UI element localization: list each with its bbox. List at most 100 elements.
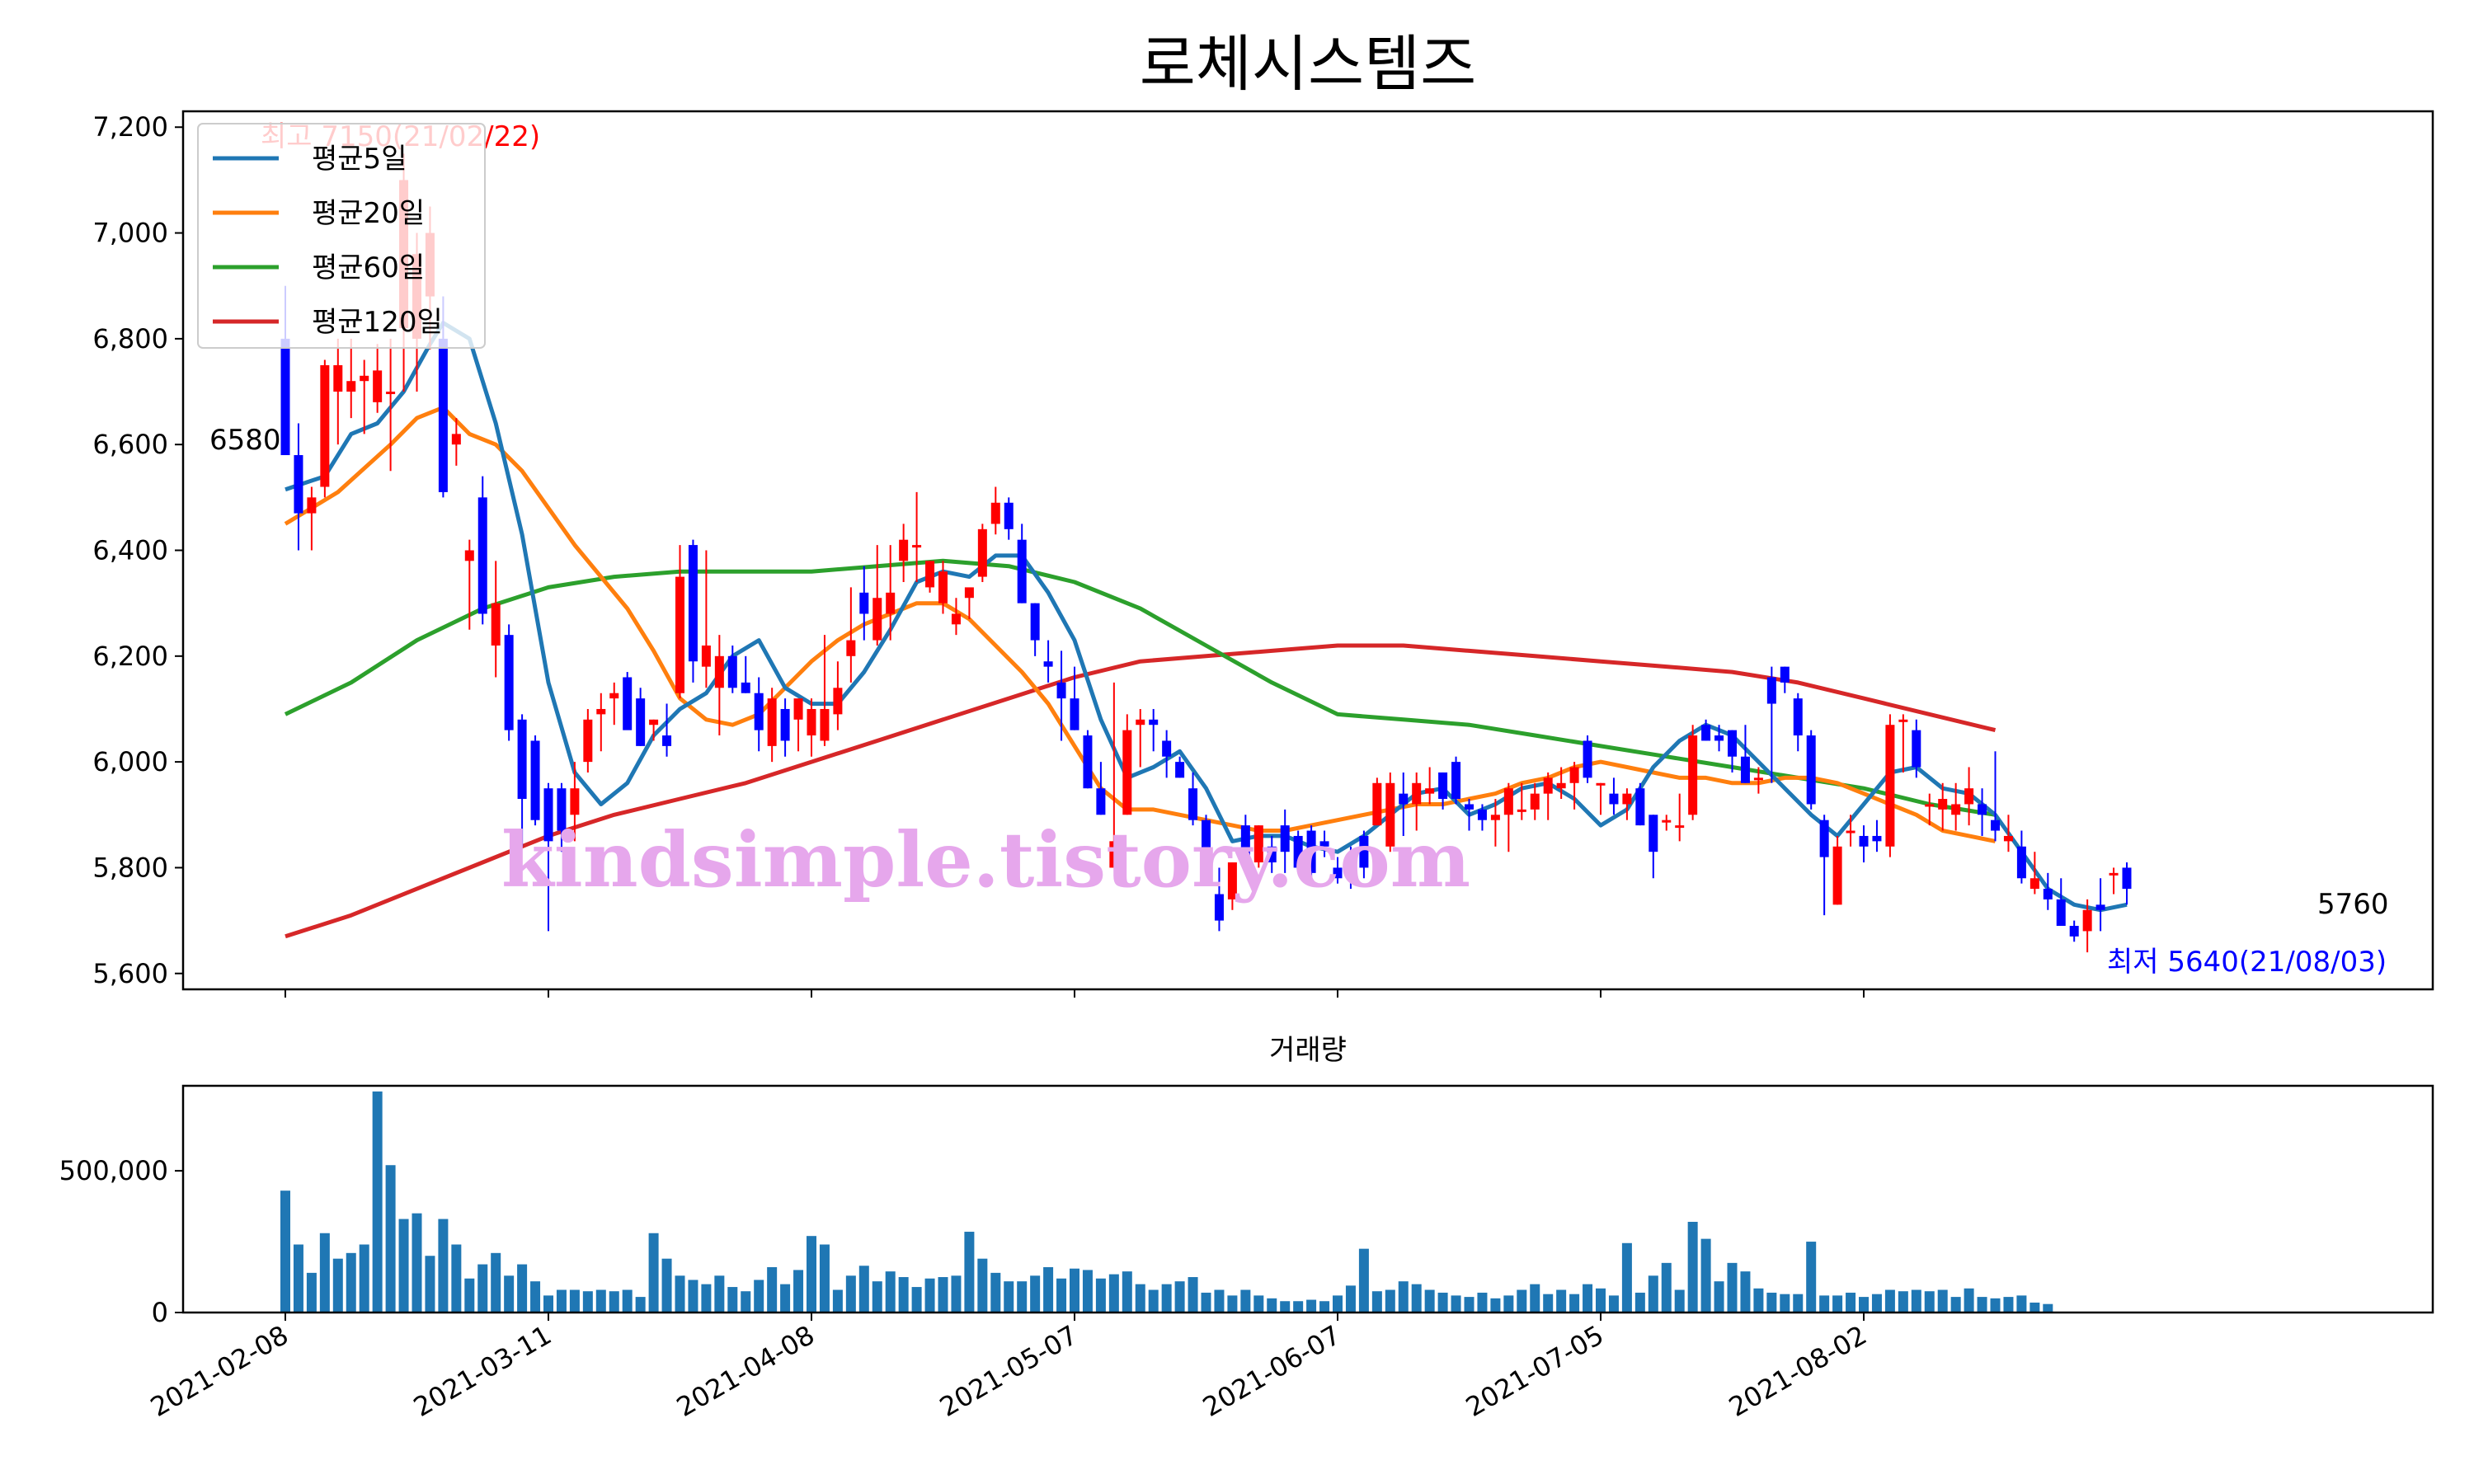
volume-bar <box>938 1277 948 1313</box>
price-panel: 5,600 5,800 6,000 6,200 6,400 6,600 6,800 7,000… <box>92 110 2434 998</box>
candle <box>1503 782 1513 852</box>
candlesticks <box>280 153 2132 953</box>
volume-bar <box>845 1275 856 1313</box>
volume-bar <box>1437 1292 1448 1313</box>
candle <box>386 338 396 472</box>
volume-bar <box>1043 1267 1054 1313</box>
candle-body <box>1569 767 1579 783</box>
candle <box>846 587 856 683</box>
volume-bar <box>1477 1292 1488 1313</box>
date-tick-label: 2021-05-07 <box>934 1319 1083 1423</box>
volume-y-tick-label: 500,000 <box>59 1155 168 1186</box>
candle-body <box>1859 835 1869 847</box>
candle-body <box>373 370 383 402</box>
candle-body <box>1477 809 1487 820</box>
candle-body <box>1306 830 1316 873</box>
volume-bar <box>1543 1294 1554 1313</box>
candle <box>977 524 987 582</box>
candle <box>1240 815 1250 873</box>
volume-panel: 거래량 0 500,000 2021-02-08 2021-03-11 2021-04… <box>59 1034 2434 1423</box>
low-annotation: 최저 5640(21/08/03) <box>2107 946 2387 979</box>
volume-bar <box>675 1275 685 1313</box>
volume-bar <box>1806 1242 1817 1313</box>
volume-bar <box>1674 1289 1685 1313</box>
candle <box>1399 772 1409 836</box>
volume-bar <box>648 1233 659 1313</box>
volume-bar <box>1385 1289 1395 1313</box>
candle-body <box>320 364 330 487</box>
candle-body <box>1978 804 1987 815</box>
candle <box>1451 756 1461 805</box>
candle <box>1030 603 1040 656</box>
volume-bar <box>1648 1275 1658 1313</box>
volume-bar <box>438 1219 449 1313</box>
candle-body <box>1780 666 1790 683</box>
candle <box>1806 730 1816 810</box>
candle <box>1293 830 1303 873</box>
candle <box>1004 497 1014 540</box>
candle <box>491 561 501 678</box>
candle <box>1859 825 1869 863</box>
candle-body <box>820 708 830 741</box>
candle-body <box>1503 788 1513 815</box>
candle-body <box>543 788 553 842</box>
candle-body <box>1043 661 1053 667</box>
volume-bar <box>1398 1281 1409 1313</box>
candle-body <box>1346 867 1356 879</box>
candle-body <box>872 598 882 641</box>
candle <box>543 782 553 932</box>
candle-body <box>386 392 396 395</box>
candle <box>925 561 935 593</box>
candle <box>990 486 1000 535</box>
candle-body <box>1609 793 1619 805</box>
volume-bar <box>2030 1302 2040 1313</box>
legend-label: 평균5일 <box>312 143 407 176</box>
candle-body <box>1465 804 1474 810</box>
volume-bar <box>2043 1303 2053 1313</box>
ma120-line <box>285 643 1997 939</box>
volume-bar <box>951 1275 962 1313</box>
candle-body <box>280 338 290 456</box>
volume-bar <box>609 1291 619 1313</box>
candle-body <box>1701 725 1711 741</box>
candle <box>1740 725 1750 783</box>
candle-body <box>1425 788 1435 794</box>
legend-box <box>197 123 486 349</box>
candle-body <box>504 635 514 730</box>
candle <box>1109 682 1119 868</box>
candle <box>1070 666 1079 730</box>
volume-bar <box>1911 1289 1921 1313</box>
candle <box>1583 735 1592 783</box>
candle-body <box>1517 809 1526 812</box>
candle <box>517 714 527 847</box>
candle-body <box>951 613 961 625</box>
candle <box>1280 809 1290 873</box>
volume-bar <box>293 1244 303 1313</box>
volume-bar <box>1714 1281 1724 1313</box>
candle-body <box>1083 735 1093 789</box>
candle <box>964 587 974 619</box>
candle-body <box>1530 793 1540 810</box>
volume-bar <box>1451 1295 1461 1313</box>
candle <box>1978 788 1987 836</box>
candle-body <box>990 502 1000 524</box>
candle <box>1043 640 1053 683</box>
candle-body <box>1964 788 1974 805</box>
volume-bar <box>807 1236 816 1313</box>
candle-body <box>557 788 567 831</box>
volume-bar <box>1753 1288 1764 1313</box>
volume-bar <box>1740 1271 1751 1313</box>
candle <box>741 655 750 693</box>
volume-bar <box>1950 1297 1961 1313</box>
volume-bar <box>1319 1301 1330 1313</box>
candle <box>2030 852 2039 895</box>
candle-body <box>2109 872 2119 876</box>
candle-body <box>2082 909 2092 932</box>
candle-body <box>1753 777 1763 781</box>
candle-body <box>1096 788 1106 815</box>
candle-body <box>964 587 974 599</box>
candle-body <box>1490 815 1500 820</box>
volume-bar <box>754 1280 764 1313</box>
candle <box>1964 767 1974 826</box>
candle <box>2095 878 2105 932</box>
